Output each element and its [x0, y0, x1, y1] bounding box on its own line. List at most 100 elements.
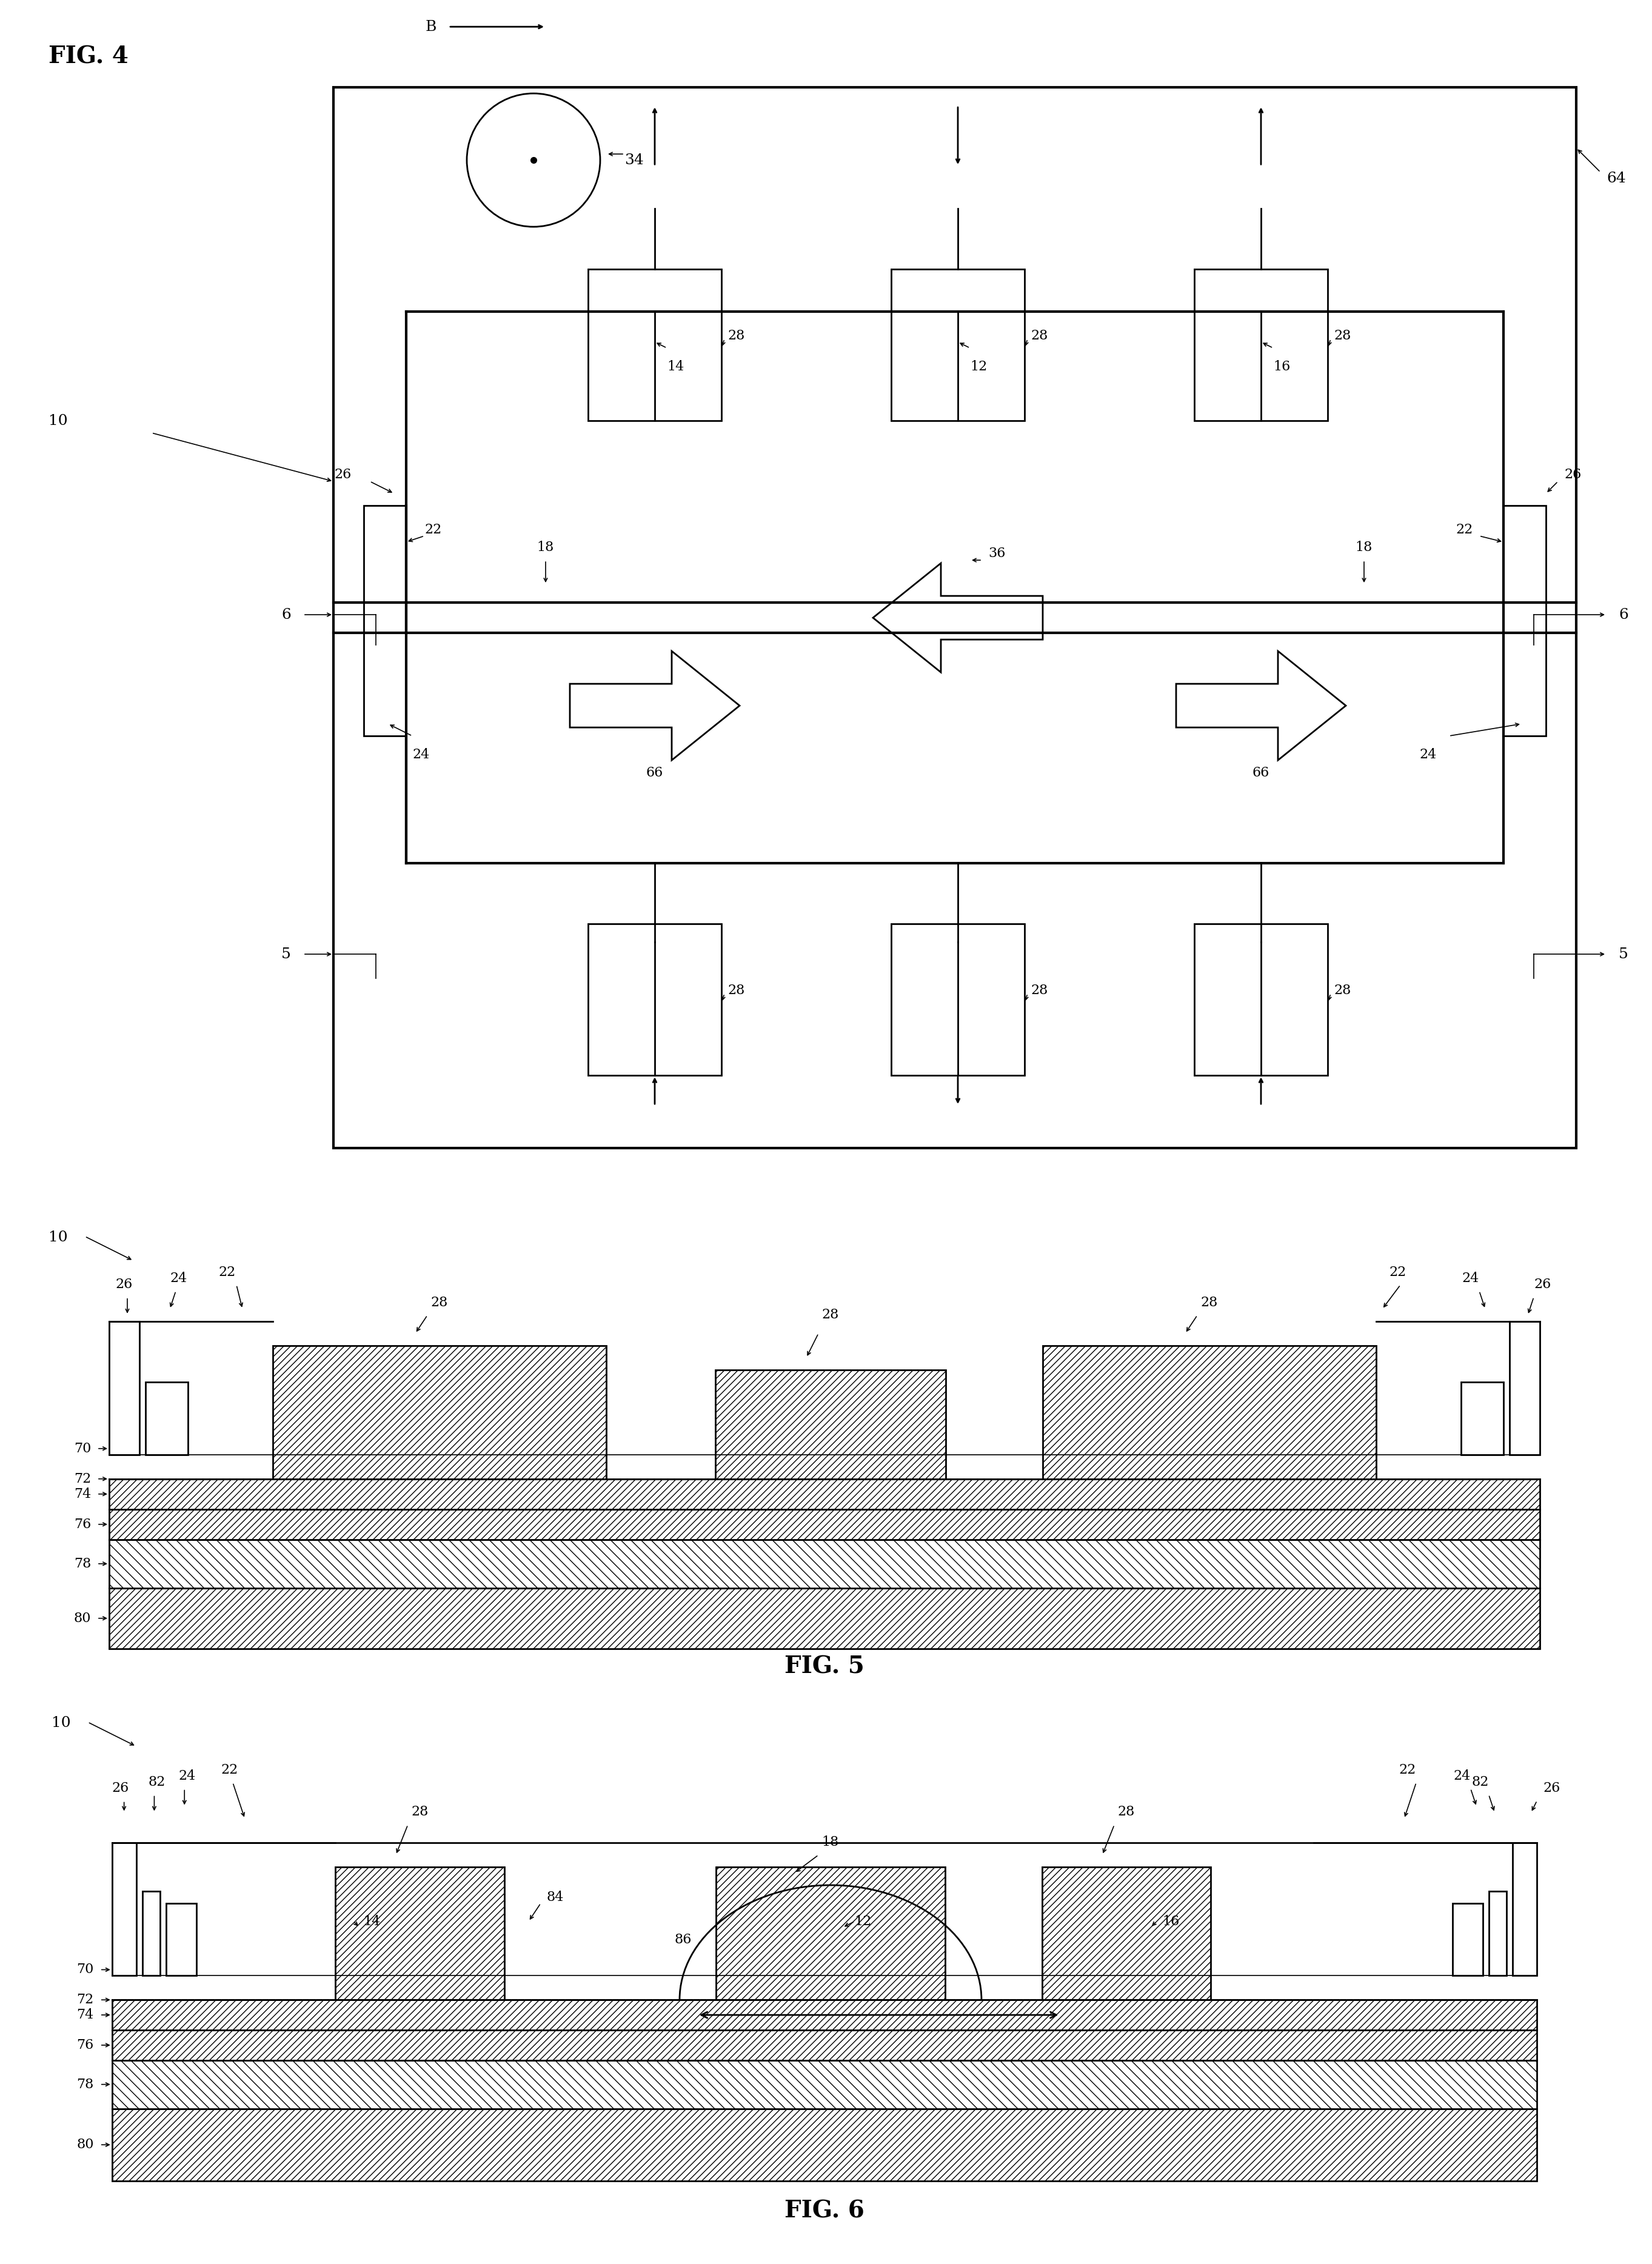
Text: 16: 16	[1274, 360, 1290, 374]
Text: 28: 28	[1031, 328, 1047, 342]
Text: 18: 18	[823, 1836, 839, 1850]
Bar	[363, 505, 406, 736]
Polygon shape	[570, 652, 740, 761]
Polygon shape	[1176, 652, 1346, 761]
Text: 24: 24	[413, 747, 430, 761]
Bar	[715, 1868, 945, 1999]
Text: 82: 82	[1472, 1775, 1488, 1789]
Text: 10: 10	[48, 1229, 68, 1245]
Text: 34: 34	[624, 154, 644, 168]
Bar	[1510, 1322, 1540, 1453]
Bar	[167, 1904, 197, 1976]
Bar	[109, 1540, 1540, 1587]
Text: 10: 10	[48, 414, 68, 428]
Bar	[715, 1370, 945, 1478]
Text: 74: 74	[76, 2008, 94, 2022]
Bar	[109, 1587, 1540, 1648]
Text: 26: 26	[112, 1782, 129, 1795]
Text: 28: 28	[411, 1804, 428, 1818]
Text: 6: 6	[281, 607, 291, 623]
Text: 80: 80	[74, 1612, 91, 1626]
Bar	[109, 1322, 139, 1453]
Text: 26: 26	[1543, 1782, 1559, 1795]
Text: 36: 36	[988, 548, 1006, 559]
Text: 64: 64	[1606, 172, 1626, 186]
Text: 28: 28	[823, 1309, 839, 1322]
Text: 28: 28	[727, 328, 745, 342]
Text: FIG. 5: FIG. 5	[785, 1655, 864, 1678]
Bar	[588, 924, 722, 1075]
Bar	[335, 1868, 504, 1999]
Text: B: B	[425, 20, 436, 34]
Bar	[588, 269, 722, 421]
Text: 22: 22	[1455, 523, 1474, 537]
Text: 78: 78	[76, 2078, 94, 2092]
Text: 10: 10	[51, 1716, 71, 1730]
Bar	[112, 2060, 1536, 2108]
Text: 22: 22	[221, 1764, 238, 1777]
Text: 28: 28	[1031, 985, 1047, 996]
Text: FIG. 4: FIG. 4	[48, 45, 129, 68]
Text: 80: 80	[76, 2137, 94, 2151]
Text: 72: 72	[76, 1992, 94, 2006]
Text: 72: 72	[74, 1472, 91, 1485]
Text: 28: 28	[1333, 328, 1351, 342]
Bar	[109, 1478, 1540, 1510]
Text: 26: 26	[334, 469, 352, 482]
Text: 18: 18	[1355, 541, 1373, 555]
Text: 76: 76	[74, 1517, 91, 1530]
Text: 22: 22	[1389, 1266, 1406, 1279]
Text: 78: 78	[74, 1558, 91, 1571]
Bar	[1488, 1890, 1507, 1976]
Bar	[145, 1381, 188, 1453]
Bar	[1194, 924, 1328, 1075]
Text: FIG. 6: FIG. 6	[785, 2201, 864, 2223]
Bar	[1042, 1345, 1376, 1478]
Bar	[890, 269, 1024, 421]
Text: 5: 5	[1619, 946, 1629, 962]
Text: 66: 66	[646, 765, 664, 779]
Text: 14: 14	[667, 360, 684, 374]
Polygon shape	[872, 564, 1042, 672]
Text: 5: 5	[281, 946, 291, 962]
Bar	[112, 2031, 1536, 2060]
Bar	[142, 1890, 160, 1976]
Text: 76: 76	[76, 2038, 94, 2051]
Bar	[334, 88, 1576, 1148]
Text: 86: 86	[674, 1933, 692, 1947]
Text: 26: 26	[116, 1277, 132, 1290]
Text: 28: 28	[1333, 985, 1351, 996]
Text: 12: 12	[970, 360, 988, 374]
Text: 66: 66	[1252, 765, 1269, 779]
Text: 26: 26	[1564, 469, 1581, 482]
Bar	[1503, 505, 1546, 736]
Circle shape	[468, 93, 600, 226]
Bar	[273, 1345, 606, 1478]
Text: 24: 24	[170, 1272, 187, 1286]
Bar	[1452, 1904, 1482, 1976]
Bar	[109, 1510, 1540, 1540]
Text: 28: 28	[431, 1295, 448, 1309]
Text: 28: 28	[1201, 1295, 1218, 1309]
Bar	[1460, 1381, 1503, 1453]
Text: 82: 82	[149, 1775, 165, 1789]
Text: 28: 28	[727, 985, 745, 996]
Text: 26: 26	[1533, 1277, 1551, 1290]
Bar	[112, 2108, 1536, 2180]
Text: 70: 70	[76, 1963, 94, 1976]
Bar	[1194, 269, 1328, 421]
Text: 84: 84	[547, 1890, 563, 1904]
Text: 70: 70	[74, 1442, 91, 1456]
Bar	[112, 1999, 1536, 2031]
Text: 14: 14	[363, 1915, 380, 1929]
Bar	[1042, 1868, 1211, 1999]
Text: 22: 22	[218, 1266, 235, 1279]
Text: 28: 28	[1118, 1804, 1135, 1818]
Text: 6: 6	[1619, 607, 1629, 623]
Bar	[890, 924, 1024, 1075]
Text: 24: 24	[1419, 747, 1437, 761]
Text: 18: 18	[537, 541, 553, 555]
Text: 74: 74	[74, 1487, 91, 1501]
Text: 22: 22	[1399, 1764, 1416, 1777]
Bar	[1513, 1843, 1536, 1976]
